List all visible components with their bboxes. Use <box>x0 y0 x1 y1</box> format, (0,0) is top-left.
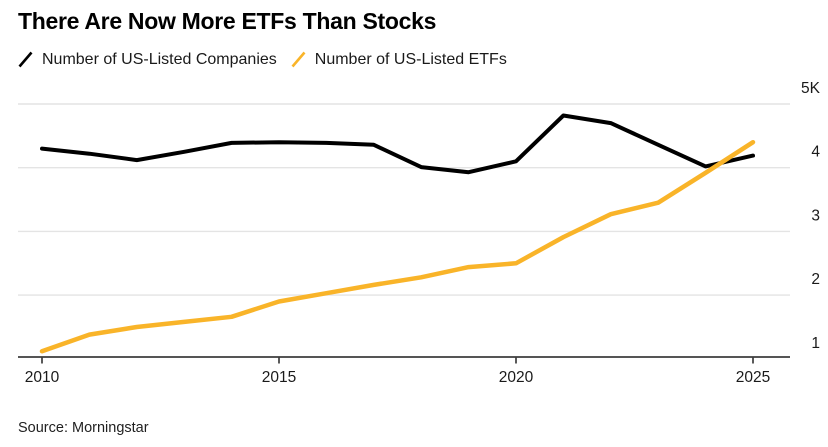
x-tick-label: 2010 <box>25 369 60 386</box>
x-tick-label: 2020 <box>499 369 534 386</box>
etfs-line <box>39 139 756 354</box>
legend: Number of US-Listed Companies Number of … <box>17 50 507 69</box>
legend-item-etfs: Number of US-Listed ETFs <box>290 50 507 69</box>
legend-label-etfs: Number of US-Listed ETFs <box>314 50 507 68</box>
x-tick-label: 2025 <box>736 369 770 386</box>
companies-slash-icon <box>18 51 33 68</box>
chart-title: There Are Now More ETFs Than Stocks <box>18 8 437 34</box>
y-tick-label: 5K <box>801 80 821 97</box>
y-tick-label: 4 <box>811 144 820 161</box>
source-note: Source: Morningstar <box>18 420 149 436</box>
legend-item-companies: Number of US-Listed Companies <box>17 50 277 69</box>
etfs-slash-icon <box>291 51 306 68</box>
x-tick-label: 2015 <box>262 369 296 386</box>
y-tick-label: 3 <box>811 207 820 224</box>
companies-line <box>40 113 755 175</box>
y-tick-label: 2 <box>811 271 820 288</box>
y-tick-label: 1 <box>811 335 820 352</box>
legend-label-companies: Number of US-Listed Companies <box>42 50 277 68</box>
